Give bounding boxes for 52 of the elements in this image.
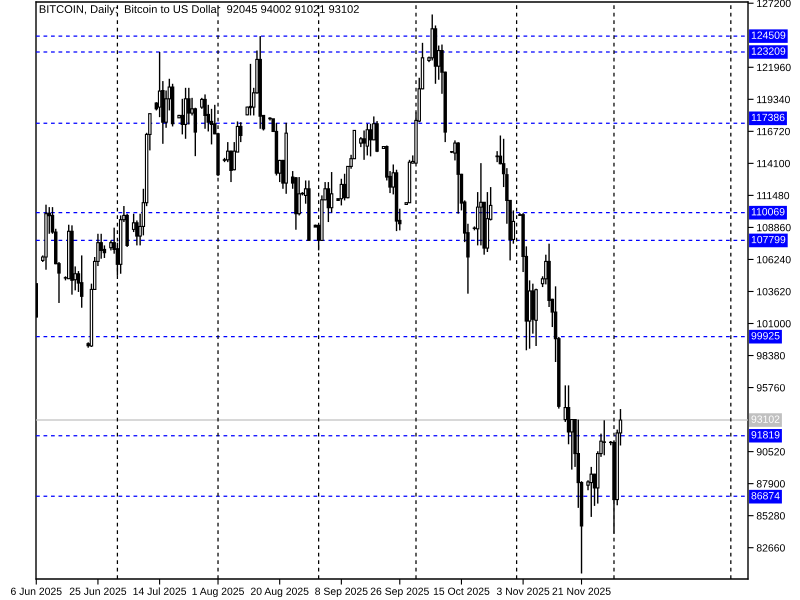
candlestick bbox=[210, 108, 214, 146]
candlestick bbox=[109, 240, 113, 252]
x-tick-label: 1 Aug 2025 bbox=[192, 588, 244, 598]
x-tick-label: 14 Jul 2025 bbox=[133, 587, 186, 595]
y-tick-label: 119340 bbox=[757, 96, 790, 104]
candlestick bbox=[479, 162, 483, 246]
candlestick bbox=[297, 176, 301, 216]
y-tick-label: 98380 bbox=[756, 352, 785, 360]
x-tick-label: 26 Sep 2025 bbox=[370, 588, 429, 598]
y-tick-label: 111480 bbox=[757, 192, 790, 200]
candlestick bbox=[590, 466, 593, 518]
ref-line-label: 117386 bbox=[752, 114, 785, 122]
ref-line-label: 107799 bbox=[752, 236, 786, 244]
candlestick bbox=[359, 136, 363, 148]
candlestick bbox=[340, 178, 344, 206]
candlestick bbox=[99, 233, 103, 260]
ref-line-label: 91819 bbox=[751, 431, 780, 439]
y-tick-label: 106240 bbox=[757, 256, 791, 264]
candlestick bbox=[602, 420, 606, 456]
candlestick bbox=[248, 63, 252, 116]
ref-line-label: 123209 bbox=[752, 47, 786, 55]
y-tick-label: 85280 bbox=[756, 512, 785, 520]
candlestick bbox=[203, 94, 207, 130]
y-tick-label: 90520 bbox=[756, 448, 785, 456]
ref-line-label: 93102 bbox=[751, 415, 780, 423]
y-tick-label: 108860 bbox=[757, 224, 791, 232]
y-tick-label: 116720 bbox=[757, 128, 790, 136]
ref-line-label: 110069 bbox=[752, 208, 784, 216]
x-tick-label: 6 Jun 2025 bbox=[11, 588, 62, 595]
y-tick-label: 82660 bbox=[756, 544, 785, 552]
candlestick bbox=[366, 123, 370, 156]
y-tick-label: 87900 bbox=[756, 480, 785, 488]
y-tick-label: 114100 bbox=[757, 160, 790, 168]
x-tick-label: 3 Nov 2025 bbox=[496, 588, 550, 595]
x-tick-label: 20 Aug 2025 bbox=[250, 588, 309, 598]
x-tick-label: 21 Nov 2025 bbox=[552, 588, 611, 595]
y-tick-label: 101000 bbox=[757, 320, 791, 328]
ref-line-label: 86874 bbox=[751, 492, 780, 500]
candlestick bbox=[368, 123, 372, 158]
candlestick bbox=[80, 254, 84, 308]
y-tick-label: 95760 bbox=[756, 384, 785, 392]
y-tick-label: 103620 bbox=[757, 288, 791, 296]
y-tick-label: 121960 bbox=[757, 64, 791, 72]
x-tick-label: 25 Jun 2025 bbox=[70, 588, 126, 595]
ref-line-label: 124509 bbox=[752, 32, 786, 39]
y-tick-label: 127200 bbox=[757, 0, 791, 8]
candlestick bbox=[330, 171, 334, 214]
chart-title: BITCOIN, Daily: Bitcoin to US Dollar 92045 94002 91021 93102 bbox=[40, 4, 359, 16]
candlestick bbox=[180, 98, 184, 136]
x-tick-label: 15 Oct 2025 bbox=[434, 588, 490, 595]
x-tick-label: 8 Sep 2025 bbox=[315, 588, 368, 598]
ref-line-label: 99925 bbox=[751, 332, 780, 340]
